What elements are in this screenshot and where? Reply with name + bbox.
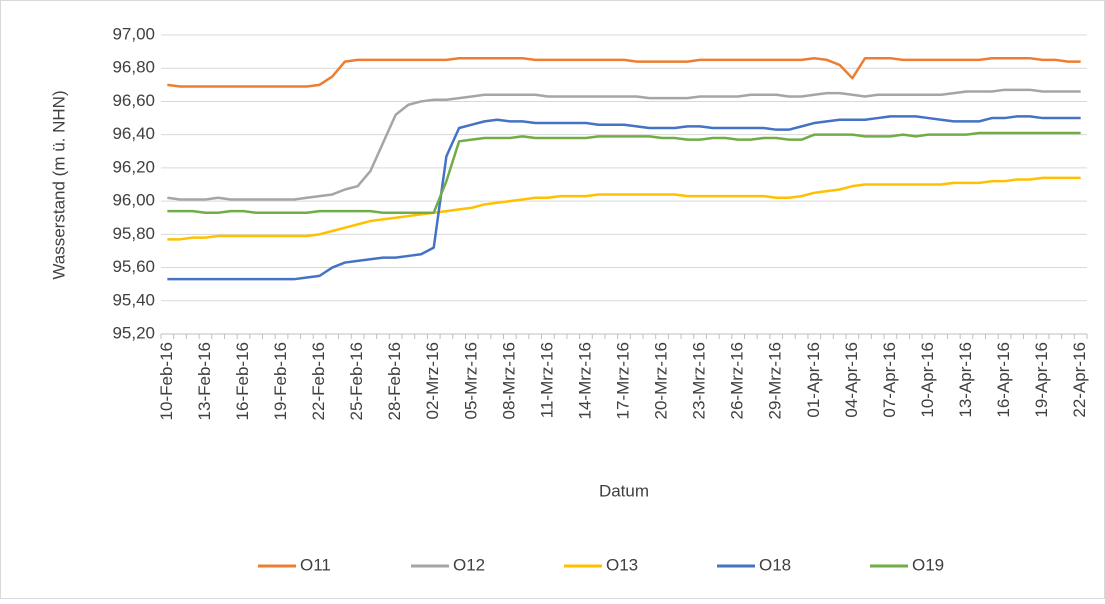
x-tick-label: 16-Feb-16 (233, 342, 252, 420)
x-tick-label: 11-Mrz-16 (537, 342, 556, 418)
x-tick-label: 02-Mrz-16 (423, 342, 442, 419)
series-line (167, 88, 1081, 201)
x-tick-label: 19-Apr-16 (1032, 342, 1051, 418)
x-tick-label: 07-Apr-16 (880, 342, 899, 418)
x-tick-label: 22-Feb-16 (309, 342, 328, 420)
series-line (167, 176, 1081, 241)
x-tick-label: 13-Apr-16 (956, 342, 975, 418)
y-tick-label: 95,80 (112, 224, 155, 243)
legend-label: O13 (606, 555, 638, 574)
series-line (167, 57, 1081, 88)
legend-label: O19 (912, 555, 944, 574)
legend-label: O12 (453, 555, 485, 574)
y-tick-label: 97,00 (112, 24, 155, 43)
legend-label: O18 (759, 555, 791, 574)
x-tick-label: 22-Apr-16 (1070, 342, 1089, 418)
x-axis-label: Datum (599, 481, 649, 500)
x-tick-label: 23-Mrz-16 (690, 342, 709, 419)
x-tick-label: 29-Mrz-16 (766, 342, 785, 419)
x-tick-label: 16-Apr-16 (994, 342, 1013, 418)
x-tick-label: 01-Apr-16 (804, 342, 823, 418)
x-tick-label: 10-Apr-16 (918, 342, 937, 418)
x-tick-label: 17-Mrz-16 (613, 342, 632, 419)
y-tick-label: 95,60 (112, 257, 155, 276)
series-line (167, 115, 1081, 281)
x-tick-label: 14-Mrz-16 (575, 342, 594, 419)
x-tick-label: 20-Mrz-16 (652, 342, 671, 419)
series-line (167, 131, 1081, 214)
y-tick-label: 96,60 (112, 91, 155, 110)
x-tick-label: 28-Feb-16 (385, 342, 404, 420)
y-tick-label: 95,20 (112, 323, 155, 342)
y-tick-label: 96,40 (112, 124, 155, 143)
y-tick-label: 96,20 (112, 157, 155, 176)
x-tick-label: 04-Apr-16 (842, 342, 861, 418)
x-tick-label: 08-Mrz-16 (499, 342, 518, 419)
x-tick-label: 26-Mrz-16 (728, 342, 747, 419)
y-tick-label: 96,80 (112, 58, 155, 77)
x-tick-label: 05-Mrz-16 (461, 342, 480, 419)
legend-label: O11 (300, 555, 331, 574)
x-tick-label: 13-Feb-16 (195, 342, 214, 420)
x-tick-label: 19-Feb-16 (271, 342, 290, 420)
y-tick-label: 95,40 (112, 290, 155, 309)
y-tick-label: 96,00 (112, 191, 155, 210)
x-tick-label: 10-Feb-16 (157, 342, 176, 420)
x-tick-label: 25-Feb-16 (347, 342, 366, 420)
y-axis-label: Wasserstand (m ü. NHN) (49, 90, 68, 279)
